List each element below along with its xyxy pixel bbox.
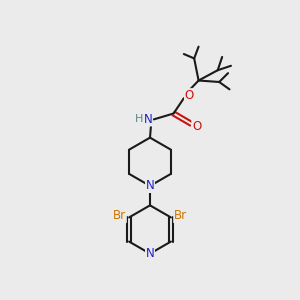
Text: O: O (192, 120, 201, 133)
Text: Br: Br (174, 209, 187, 223)
Text: N: N (144, 113, 152, 126)
Text: H: H (135, 114, 143, 124)
Text: N: N (146, 179, 154, 192)
Text: O: O (184, 89, 194, 102)
Text: Br: Br (113, 209, 126, 223)
Text: N: N (146, 247, 154, 260)
